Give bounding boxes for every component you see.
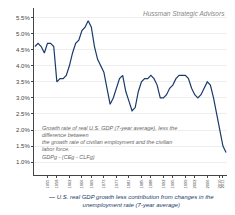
svg-text:2002: 2002 — [192, 179, 197, 189]
svg-text:1995: 1995 — [170, 179, 175, 189]
svg-text:1955: 1955 — [45, 179, 50, 189]
svg-text:1992: 1992 — [161, 179, 166, 189]
svg-text:1973: 1973 — [101, 179, 106, 189]
svg-text:1999: 1999 — [183, 179, 188, 189]
svg-text:1985: 1985 — [139, 179, 144, 189]
svg-text:1969: 1969 — [89, 179, 94, 189]
svg-text:2.5%: 2.5% — [16, 111, 30, 117]
svg-text:1962: 1962 — [67, 179, 72, 189]
svg-text:Hussman Strategic Advisors: Hussman Strategic Advisors — [143, 10, 225, 18]
svg-text:Growth rate of real U.S. GDP (: Growth rate of real U.S. GDP (7-year ave… — [42, 125, 177, 160]
svg-text:1977: 1977 — [114, 179, 119, 189]
svg-text:1958: 1958 — [54, 179, 59, 189]
svg-text:1.0%: 1.0% — [16, 159, 30, 165]
svg-text:4.5%: 4.5% — [16, 47, 30, 53]
svg-text:1966: 1966 — [79, 179, 84, 189]
svg-text:1.5%: 1.5% — [16, 143, 30, 149]
svg-text:2006: 2006 — [205, 179, 210, 189]
svg-text:2010: 2010 — [217, 179, 222, 189]
svg-text:1988: 1988 — [148, 179, 153, 189]
svg-text:1981: 1981 — [126, 179, 131, 189]
svg-text:2011: 2011 — [220, 179, 225, 188]
svg-text:— U.S. real GDP growth less co: — U.S. real GDP growth less contribution… — [48, 194, 214, 208]
svg-text:3.0%: 3.0% — [16, 95, 30, 101]
svg-text:5.5%: 5.5% — [16, 15, 30, 21]
svg-text:2.0%: 2.0% — [16, 127, 30, 133]
svg-text:5.0%: 5.0% — [16, 31, 30, 37]
svg-text:4.0%: 4.0% — [16, 63, 30, 69]
svg-text:3.5%: 3.5% — [16, 79, 30, 85]
